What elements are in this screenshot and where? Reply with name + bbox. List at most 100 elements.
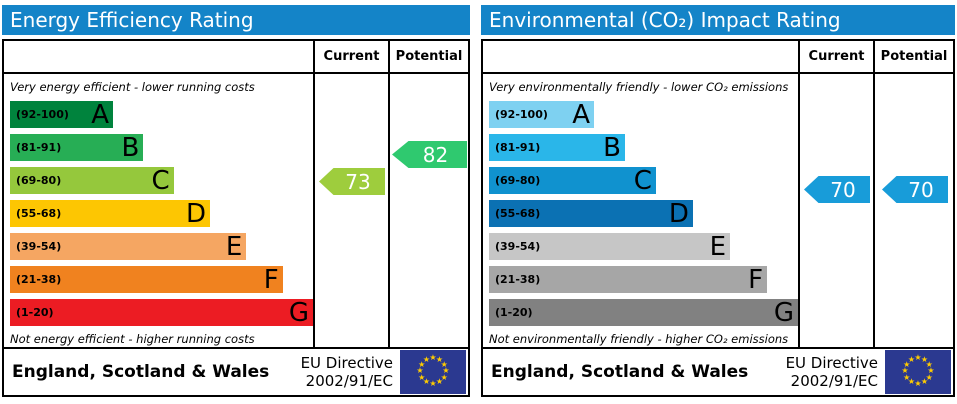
eu-directive-label: EU Directive 2002/91/EC bbox=[301, 354, 393, 390]
rating-bands-cell: Very environmentally friendly - lower CO… bbox=[483, 74, 798, 347]
band-letter: D bbox=[185, 198, 206, 229]
eu-star-icon: ★ bbox=[901, 366, 909, 375]
table-footer: England, Scotland & Wales EU Directive 2… bbox=[4, 347, 468, 395]
potential-column-header: Potential bbox=[873, 41, 953, 74]
eu-star-icon: ★ bbox=[907, 354, 916, 364]
eu-star-icon: ★ bbox=[442, 366, 450, 375]
current-rating-arrow: 73 bbox=[319, 168, 385, 195]
band-letter: B bbox=[121, 132, 140, 163]
eu-star-icon: ★ bbox=[435, 377, 444, 387]
band-b: (81-91) B bbox=[10, 132, 144, 163]
band-g: (1-20) G bbox=[489, 299, 798, 326]
current-rating-cell: 70 bbox=[798, 74, 873, 347]
eu-star-icon: ★ bbox=[440, 359, 448, 369]
eu-star-icon: ★ bbox=[914, 353, 922, 362]
band-g: (1-20) G bbox=[10, 299, 313, 326]
band-range: (92-100) bbox=[16, 108, 69, 121]
environmental-impact-panel: Environmental (CO₂) Impact Rating Curren… bbox=[481, 5, 955, 397]
band-range: (55-68) bbox=[495, 207, 541, 220]
eu-star-icon: ★ bbox=[920, 354, 929, 364]
band-d: (55-68) D bbox=[10, 200, 210, 227]
current-rating-cell: 73 bbox=[313, 74, 388, 347]
band-letter: G bbox=[288, 297, 309, 328]
eu-star-icon: ★ bbox=[422, 354, 431, 364]
bottom-caption: Not environmentally friendly - higher CO… bbox=[489, 332, 789, 346]
eu-star-icon: ★ bbox=[418, 359, 426, 369]
environmental-impact-title: Environmental (CO₂) Impact Rating bbox=[481, 5, 955, 35]
eu-star-icon: ★ bbox=[903, 359, 911, 369]
eu-star-icon: ★ bbox=[429, 353, 437, 362]
energy-efficiency-panel: Energy Efficiency Rating Current Potenti… bbox=[2, 5, 470, 397]
rating-bands-cell: Very energy efficient - lower running co… bbox=[4, 74, 313, 347]
eu-star-icon: ★ bbox=[925, 359, 933, 369]
top-caption: Very energy efficient - lower running co… bbox=[10, 80, 255, 94]
band-a: (92-100) A bbox=[10, 99, 114, 130]
energy-efficiency-title: Energy Efficiency Rating bbox=[2, 5, 470, 35]
band-a: (92-100) A bbox=[489, 99, 595, 130]
band-letter: E bbox=[225, 231, 243, 262]
band-letter: C bbox=[633, 165, 652, 196]
band-letter: G bbox=[773, 297, 794, 328]
eu-directive-line1: EU Directive bbox=[785, 354, 878, 372]
band-range: (81-91) bbox=[16, 141, 62, 154]
rating-bands: (92-100) A (81-91) B (69-80) C (55-68) D (39-54)… bbox=[489, 101, 798, 326]
eu-directive-line2: 2002/91/EC bbox=[305, 372, 393, 390]
band-f: (21-38) F bbox=[489, 264, 768, 295]
band-f: (21-38) F bbox=[10, 266, 283, 293]
band-b: (81-91) B bbox=[489, 134, 625, 161]
eu-directive-line1: EU Directive bbox=[300, 354, 393, 372]
eu-star-icon: ★ bbox=[914, 379, 922, 388]
eu-star-icon: ★ bbox=[907, 377, 916, 387]
potential-rating-cell: 82 bbox=[388, 74, 468, 347]
band-range: (39-54) bbox=[16, 240, 62, 253]
eu-star-icon: ★ bbox=[927, 366, 935, 375]
potential-rating-value: 82 bbox=[422, 142, 449, 167]
eu-star-icon: ★ bbox=[416, 366, 424, 375]
band-e: (39-54) E bbox=[489, 231, 731, 262]
current-rating-value: 70 bbox=[830, 177, 856, 202]
current-column-header: Current bbox=[798, 41, 873, 74]
eu-star-icon: ★ bbox=[429, 379, 437, 388]
band-letter: C bbox=[151, 165, 170, 196]
current-rating-value: 73 bbox=[345, 169, 371, 194]
band-range: (39-54) bbox=[495, 240, 541, 253]
eu-star-icon: ★ bbox=[903, 372, 911, 382]
eu-star-icon: ★ bbox=[440, 372, 448, 382]
band-c: (69-80) C bbox=[10, 167, 174, 194]
environmental-impact-table: Current Potential Very environmentally f… bbox=[481, 39, 955, 397]
band-range: (69-80) bbox=[16, 174, 62, 187]
band-letter: A bbox=[91, 99, 110, 130]
potential-column-header: Potential bbox=[388, 41, 468, 74]
band-letter: B bbox=[603, 132, 621, 163]
band-letter: A bbox=[572, 99, 591, 130]
potential-rating-arrow: 70 bbox=[882, 176, 948, 203]
potential-rating-value: 70 bbox=[908, 177, 934, 202]
eu-flag-icon: ★ ★ ★ ★ ★ ★ ★ ★ ★ ★ ★ ★ bbox=[400, 350, 466, 394]
eu-star-icon: ★ bbox=[925, 372, 933, 382]
band-c: (69-80) C bbox=[489, 167, 656, 194]
table-corner-cell bbox=[4, 41, 313, 74]
band-range: (1-20) bbox=[495, 306, 533, 319]
eu-star-icon: ★ bbox=[418, 372, 426, 382]
rating-bands: (92-100) A (81-91) B (69-80) C (55-68) D (39-54)… bbox=[10, 101, 313, 326]
band-e: (39-54) E bbox=[10, 231, 247, 262]
band-range: (69-80) bbox=[495, 174, 541, 187]
current-column-header: Current bbox=[313, 41, 388, 74]
band-range: (55-68) bbox=[16, 207, 62, 220]
region-label: England, Scotland & Wales bbox=[12, 362, 270, 382]
table-footer: England, Scotland & Wales EU Directive 2… bbox=[483, 347, 953, 395]
band-range: (92-100) bbox=[495, 108, 548, 121]
eu-star-icon: ★ bbox=[435, 354, 444, 364]
band-range: (21-38) bbox=[495, 273, 541, 286]
potential-rating-arrow: 82 bbox=[392, 141, 467, 168]
region-label: England, Scotland & Wales bbox=[491, 362, 749, 382]
eu-star-icon: ★ bbox=[422, 377, 431, 387]
band-range: (81-91) bbox=[495, 141, 541, 154]
band-letter: E bbox=[709, 231, 727, 262]
eu-flag-icon: ★ ★ ★ ★ ★ ★ ★ ★ ★ ★ ★ ★ bbox=[885, 350, 951, 394]
band-letter: D bbox=[668, 198, 689, 229]
band-d: (55-68) D bbox=[489, 200, 693, 227]
band-letter: F bbox=[748, 264, 764, 295]
table-corner-cell bbox=[483, 41, 798, 74]
